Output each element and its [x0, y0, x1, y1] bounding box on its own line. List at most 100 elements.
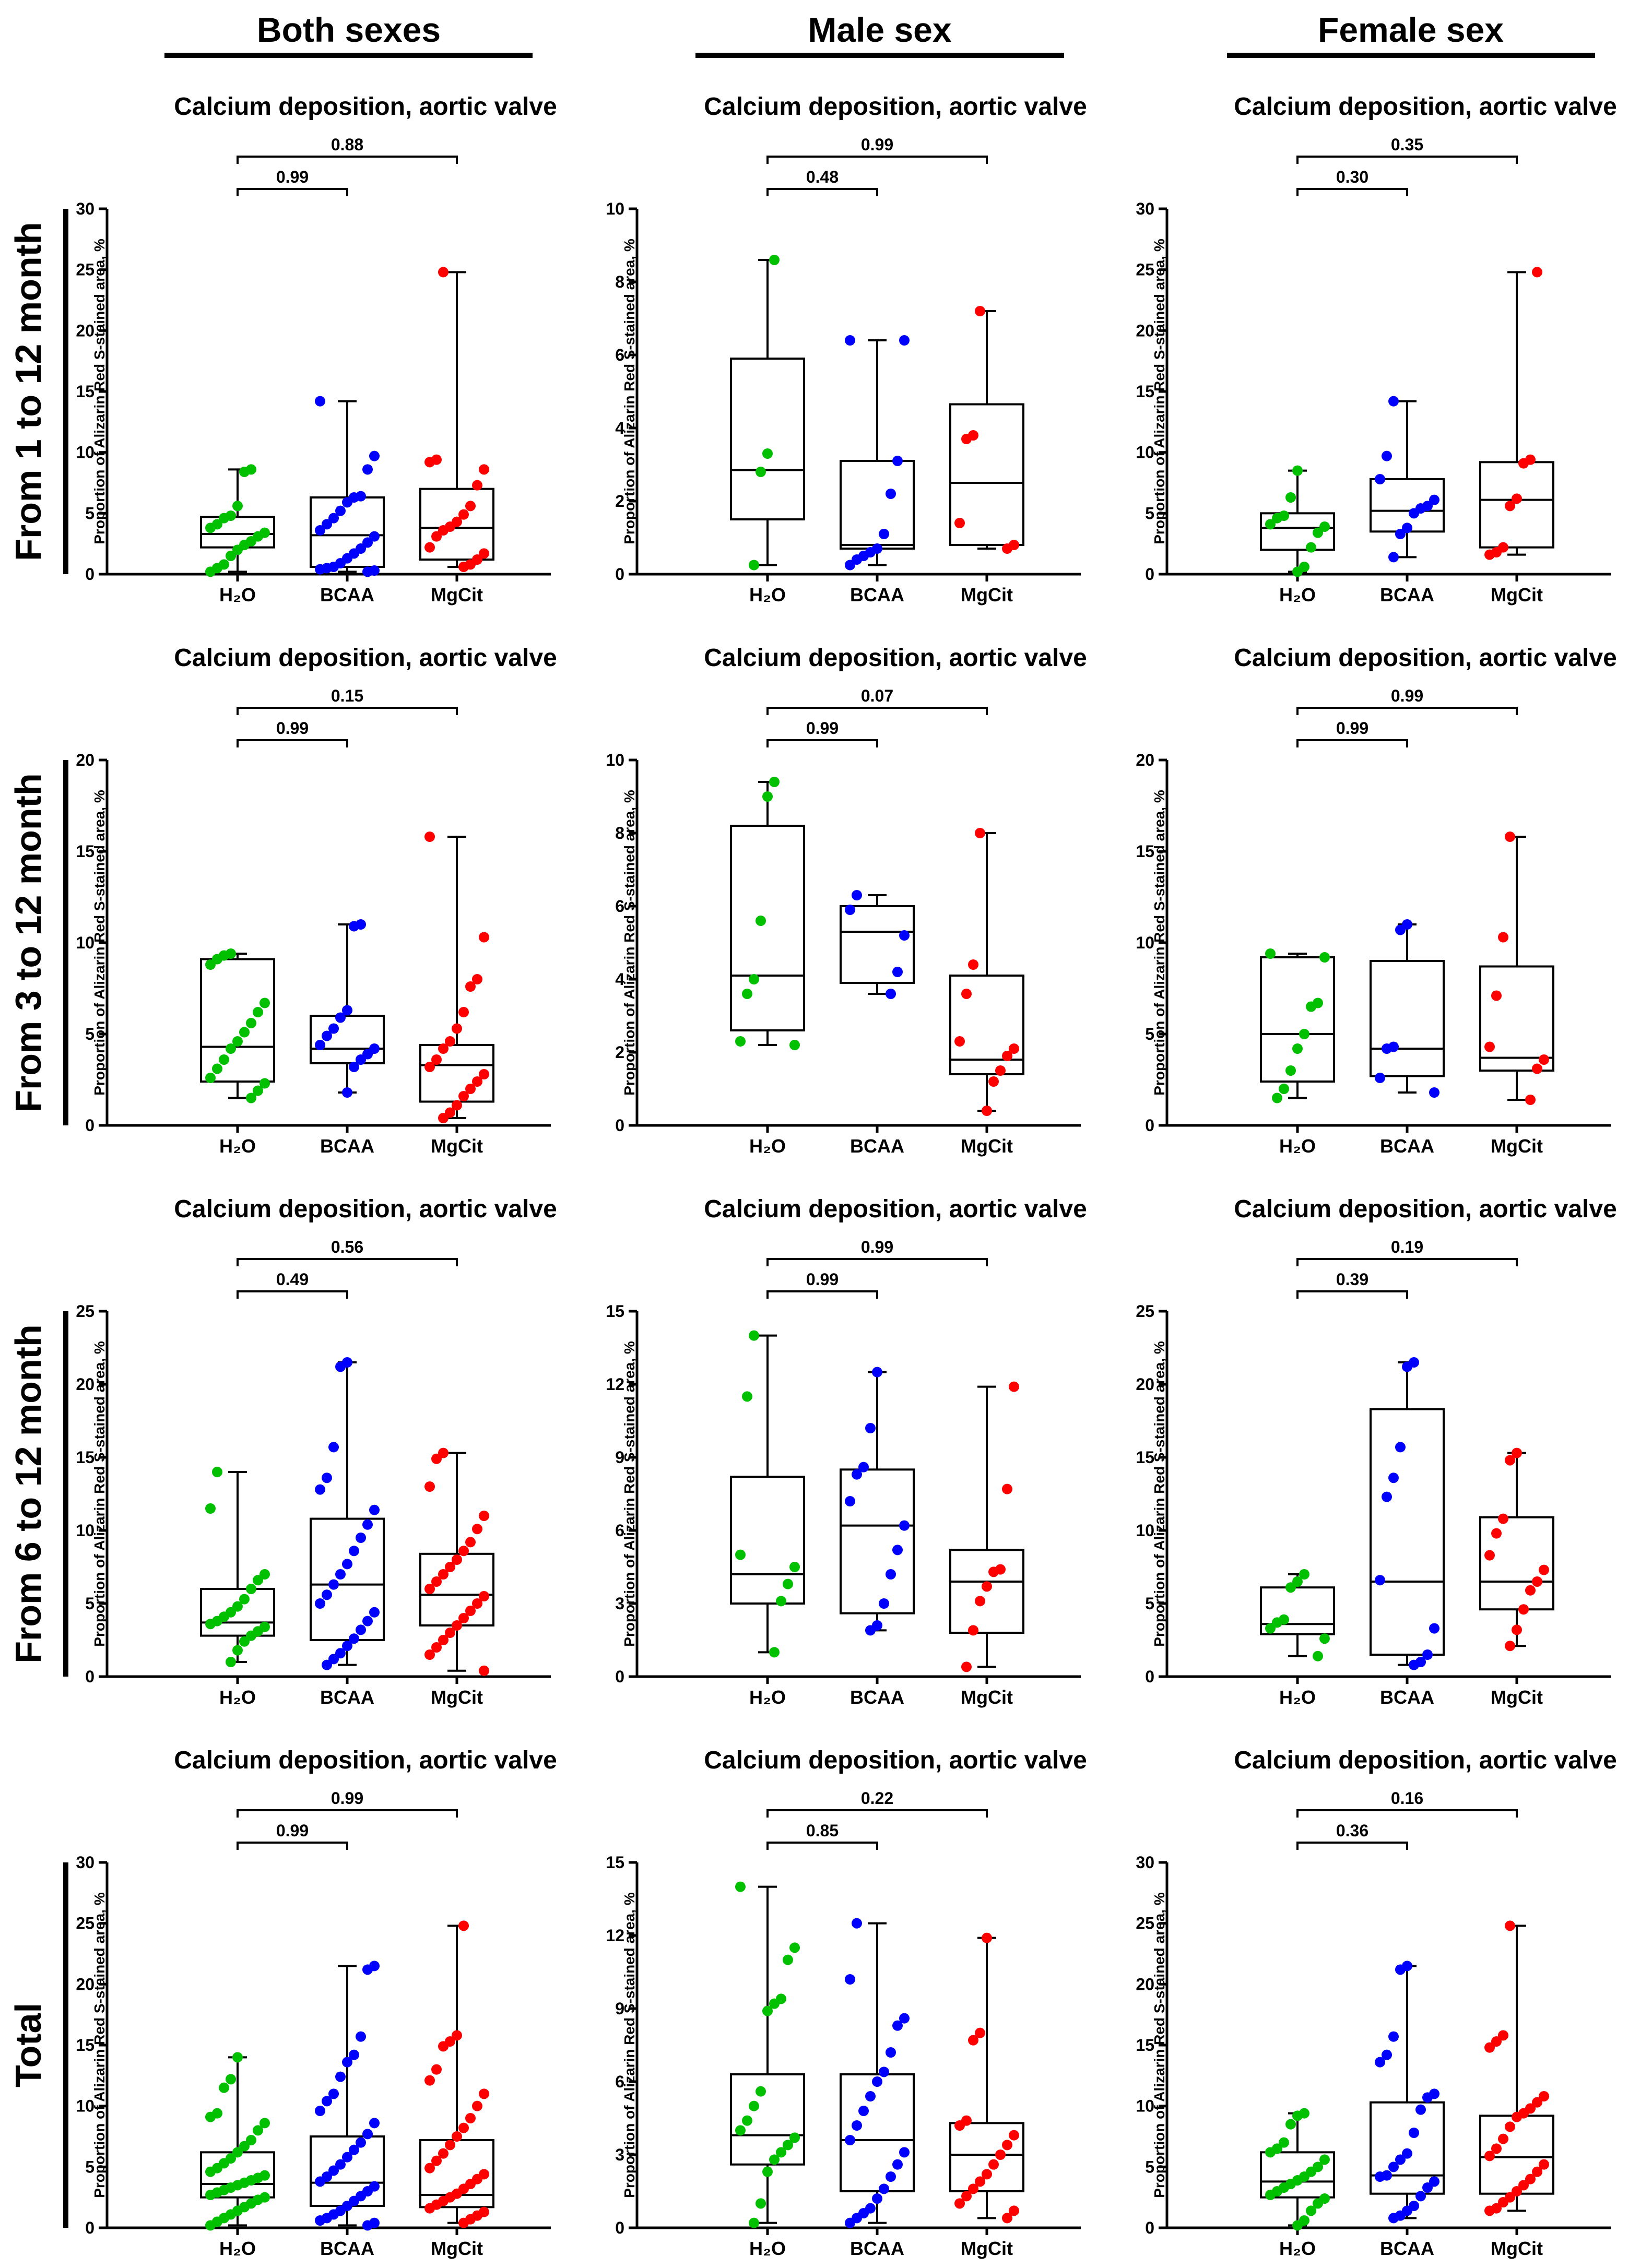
data-point: [356, 491, 366, 502]
data-point: [1285, 492, 1296, 503]
y-tick-label: 25: [1136, 1302, 1154, 1321]
data-point: [479, 1665, 489, 1676]
data-point: [1388, 1041, 1399, 1052]
comparison-p-value: 0.88: [331, 135, 363, 154]
data-point: [1375, 474, 1385, 484]
data-point: [1484, 2151, 1495, 2162]
chart-title: Calcium deposition, aortic valve: [704, 1747, 1087, 1774]
comparison-bracket: [1296, 707, 1518, 715]
data-point: [975, 828, 985, 838]
data-point: [226, 551, 236, 561]
data-point: [239, 1594, 250, 1605]
box-iqr: [1370, 2101, 1445, 2195]
data-point: [975, 2027, 985, 2038]
data-point: [349, 2049, 359, 2060]
x-tick-label: BCAA: [1380, 584, 1434, 605]
data-point: [458, 1546, 469, 1557]
x-tick-label: BCAA: [320, 2238, 374, 2259]
data-point: [452, 516, 462, 527]
box-series-mgcit: [1479, 1447, 1554, 1652]
data-point: [239, 1027, 250, 1038]
data-point: [424, 1481, 435, 1492]
chart-panel: Calcium deposition, aortic valveProporti…: [1136, 93, 1616, 605]
x-tick-label: H₂O: [219, 2238, 256, 2259]
data-point: [479, 1069, 489, 1079]
data-point: [328, 2165, 339, 2176]
y-tick-label: 3: [615, 2145, 624, 2164]
y-tick-label: 12: [606, 1926, 624, 1945]
x-tick-label: MgCit: [431, 584, 483, 605]
data-point: [735, 1881, 746, 1892]
y-tick-label: 20: [76, 751, 95, 769]
y-tick-label: 4: [615, 419, 624, 437]
data-point: [472, 1598, 482, 1609]
box-series-h2o: [200, 2052, 275, 2231]
data-point: [872, 2076, 882, 2087]
data-point: [1491, 2036, 1502, 2047]
box-series-h2o: [1260, 1569, 1335, 1661]
data-point: [479, 2088, 489, 2099]
box-series-mgcit: [419, 1920, 494, 2228]
data-point: [742, 989, 752, 999]
y-tick-label: 15: [1136, 382, 1154, 401]
data-point: [335, 2071, 346, 2082]
box-iqr: [1370, 1408, 1445, 1656]
y-tick-label: 4: [615, 970, 624, 989]
data-point: [452, 1023, 462, 1034]
data-point: [1009, 1043, 1019, 1054]
comparison-bracket: [237, 1290, 348, 1299]
y-tick-label: 0: [85, 1667, 95, 1686]
comparison-bracket: [766, 707, 988, 715]
data-point: [315, 1484, 325, 1495]
y-tick-label: 25: [1136, 1914, 1154, 1933]
x-tick-label: MgCit: [431, 1135, 483, 1157]
data-point: [438, 1569, 449, 1580]
data-point: [1491, 1528, 1502, 1539]
box-series-bcaa: [1370, 396, 1445, 563]
data-point: [1395, 529, 1406, 539]
data-point: [1539, 1054, 1549, 1065]
y-tick-label: 8: [615, 272, 624, 291]
data-point: [968, 959, 978, 970]
data-point: [431, 2155, 442, 2166]
data-point: [328, 1442, 339, 1453]
data-point: [1512, 2186, 1522, 2196]
x-tick-label: H₂O: [219, 1135, 256, 1157]
data-point: [479, 932, 489, 943]
chart-panel: Calcium deposition, aortic valveProporti…: [606, 1195, 1087, 1708]
data-point: [479, 2169, 489, 2180]
y-tick-label: 10: [606, 751, 624, 769]
data-point: [259, 998, 270, 1008]
data-point: [342, 1641, 352, 1652]
data-point: [735, 1549, 746, 1560]
data-point: [465, 981, 476, 992]
data-point: [458, 1613, 469, 1623]
y-tick-label: 9: [615, 1448, 624, 1467]
data-point: [975, 2176, 985, 2187]
data-point: [1388, 2162, 1399, 2172]
data-point: [328, 1654, 339, 1665]
data-point: [349, 1633, 359, 1644]
y-tick-label: 0: [85, 1116, 95, 1135]
data-point: [356, 543, 366, 554]
box-iqr: [1260, 2151, 1335, 2199]
chart-title: Calcium deposition, aortic valve: [1234, 644, 1617, 672]
data-point: [1299, 2215, 1309, 2226]
comparison-p-value: 0.07: [861, 686, 893, 705]
data-point: [458, 1091, 469, 1101]
data-point: [995, 1564, 1006, 1575]
data-point: [226, 2074, 236, 2085]
data-point: [1313, 1650, 1323, 1661]
data-point: [356, 1533, 366, 1543]
data-point: [226, 1607, 236, 1618]
y-axis-label: Proportion of Alizarin Red S-stained are…: [1151, 1341, 1167, 1647]
data-point: [1265, 519, 1276, 530]
box-series-mgcit: [1479, 267, 1554, 560]
box-series-bcaa: [310, 1961, 385, 2231]
data-point: [742, 2115, 752, 2126]
data-point: [1382, 2049, 1392, 2060]
data-point: [342, 1357, 352, 1368]
data-point: [369, 1504, 380, 1515]
comparison-bracket: [766, 739, 878, 747]
y-tick-label: 20: [1136, 321, 1154, 340]
